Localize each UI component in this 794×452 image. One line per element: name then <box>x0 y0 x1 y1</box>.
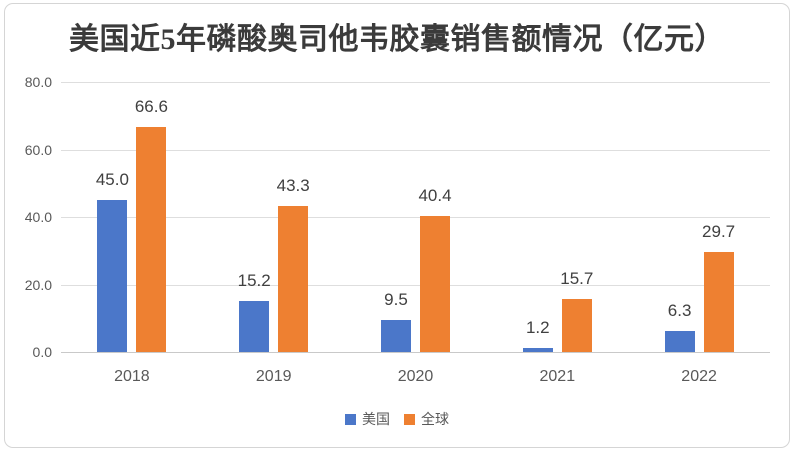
legend-label: 美国 <box>362 411 390 427</box>
bar <box>420 216 450 352</box>
bar <box>664 331 695 352</box>
value-label: 15.2 <box>237 271 271 290</box>
gridline <box>61 149 770 151</box>
legend: 美国 全球 <box>0 412 794 426</box>
bar <box>561 299 592 352</box>
legend-label: 全球 <box>421 411 449 427</box>
gridline <box>61 217 770 218</box>
x-axis-line <box>61 352 770 353</box>
value-label: 43.3 <box>276 176 310 195</box>
x-axis-tick-label: 2020 <box>397 368 434 385</box>
y-axis-tick-label: 40.0 <box>24 209 52 225</box>
value-label: 29.7 <box>702 222 736 241</box>
value-label: 15.7 <box>560 269 594 288</box>
value-label: 9.5 <box>384 290 408 309</box>
bar <box>278 206 309 352</box>
value-label: 1.2 <box>525 318 550 337</box>
bar <box>239 301 270 352</box>
value-label: 66.6 <box>134 97 168 116</box>
y-axis-tick-label: 20.0 <box>24 276 52 293</box>
legend-swatch-icon <box>404 413 415 425</box>
legend-item: 全球 <box>404 412 449 426</box>
chart-frame <box>4 3 790 448</box>
value-label: 40.4 <box>418 186 452 205</box>
x-axis-tick-label: 2022 <box>681 368 717 385</box>
x-axis-tick-label: 2018 <box>114 368 150 385</box>
bar <box>703 252 734 352</box>
y-axis-tick-label: 0.0 <box>32 344 52 360</box>
bar <box>97 200 128 352</box>
bar <box>522 348 553 352</box>
value-label: 6.3 <box>667 301 692 320</box>
legend-swatch-icon <box>345 413 356 425</box>
bar <box>381 320 411 352</box>
bar <box>136 127 167 352</box>
value-label: 45.0 <box>95 170 129 189</box>
legend-item: 美国 <box>345 412 390 426</box>
y-axis-tick-label: 60.0 <box>24 141 52 158</box>
chart-title: 美国近5年磷酸奥司他韦胶囊销售额情况（亿元） <box>69 23 725 56</box>
gridline <box>61 82 770 83</box>
x-axis-tick-label: 2021 <box>539 368 576 385</box>
gridline <box>61 284 770 286</box>
y-axis-tick-label: 80.0 <box>24 74 52 90</box>
x-axis-tick-label: 2019 <box>255 368 292 385</box>
